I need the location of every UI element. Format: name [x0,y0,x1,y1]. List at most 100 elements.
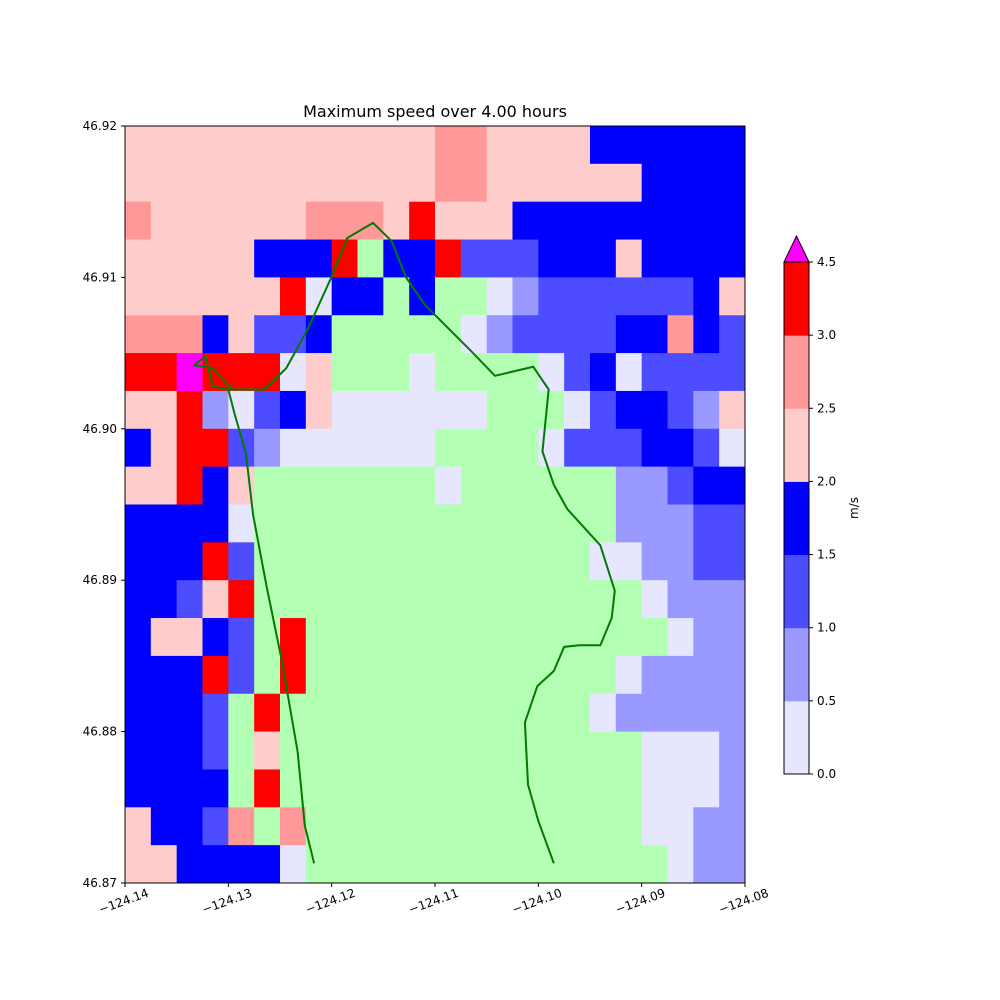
heatmap-cell [615,504,643,543]
heatmap-cell [590,655,617,695]
heatmap-cell [564,201,591,241]
heatmap-cell [564,277,591,316]
heatmap-cell [590,466,617,505]
heatmap-cell [202,428,229,468]
heatmap-cell [228,504,255,543]
heatmap-cell [409,504,436,543]
heatmap-cell [460,428,488,468]
heatmap-cell [331,845,358,884]
heatmap-cell [486,201,513,241]
heatmap-cell [383,126,410,165]
heatmap-cell [125,428,152,468]
heatmap-cell [409,693,436,733]
heatmap-cell [202,277,229,316]
y-tick-label: 46.92 [83,119,117,133]
heatmap-cell [383,428,410,468]
heatmap-cell [512,504,539,543]
heatmap-cell [693,731,720,770]
x-tick-label: −124.08 [717,886,771,917]
heatmap-cell [280,845,307,884]
heatmap-cell [357,807,384,846]
heatmap-cell [125,655,152,695]
heatmap-cell [719,353,746,392]
heatmap-cell [176,390,203,430]
heatmap-cell [150,390,178,430]
heatmap-cell [202,769,229,808]
heatmap-cell [254,693,281,733]
heatmap-cell [512,163,539,203]
heatmap-cell [693,428,720,468]
heatmap-cell [641,845,668,884]
heatmap-cell [460,807,488,846]
heatmap-cell [512,769,539,808]
heatmap-cell [564,618,591,657]
heatmap-cell [383,504,410,543]
heatmap-cell [305,163,333,203]
heatmap-cell [719,126,746,165]
heatmap-cell [435,315,462,354]
heatmap-cell [719,428,746,468]
heatmap-cell [460,277,488,316]
heatmap-cell [383,201,410,241]
heatmap-cell [228,769,255,808]
heatmap-cell [176,655,203,695]
colorbar-extend-max [783,234,810,263]
heatmap-cell [254,239,281,278]
heatmap-cell [460,466,488,505]
colorbar-tick-label: 3.0 [817,328,836,342]
heatmap-cell [564,126,591,165]
heatmap-cell [331,655,358,695]
heatmap-cell [150,466,178,505]
heatmap-cell [280,466,307,505]
heatmap-cell [383,655,410,695]
heatmap-cell [176,466,203,505]
heatmap-cell [228,618,255,657]
heatmap-cell [357,201,384,241]
heatmap-cell [305,731,333,770]
heatmap-cell [228,542,255,581]
heatmap-cell [719,315,746,354]
heatmap-cell [435,618,462,657]
heatmap-cell [641,163,668,203]
heatmap-cell [357,693,384,733]
heatmap-cell [486,126,513,165]
heatmap-cell [254,807,281,846]
heatmap-cell [486,580,513,619]
heatmap-cell [693,201,720,241]
heatmap-cell [615,466,643,505]
heatmap-cell [383,277,410,316]
heatmap-cell [512,466,539,505]
heatmap-cell [641,466,668,505]
heatmap-cell [693,542,720,581]
heatmap-cell [693,353,720,392]
heatmap-cell [615,542,643,581]
heatmap-cell [176,693,203,733]
heatmap-cell [667,353,694,392]
heatmap-cell [176,428,203,468]
heatmap-cell [150,807,178,846]
heatmap-cell [357,239,384,278]
heatmap-cell [538,618,565,657]
heatmap-cell [383,769,410,808]
heatmap-cell [305,504,333,543]
heatmap-cell [202,845,229,884]
heatmap-cell [667,466,694,505]
heatmap-cell [460,731,488,770]
heatmap-cell [486,845,513,884]
heatmap-cell [667,239,694,278]
heatmap-cell [538,466,565,505]
x-tick-label: −124.14 [97,886,151,917]
heatmap-cell [590,201,617,241]
heatmap-cell [202,390,229,430]
heatmap-cell [305,201,333,241]
heatmap-cell [590,239,617,278]
heatmap-cell [305,807,333,846]
heatmap-cell [125,845,152,884]
heatmap-cell [125,580,152,619]
heatmap-cell [409,466,436,505]
heatmap-cell [641,390,668,430]
heatmap-cell [719,655,746,695]
heatmap-cell [719,390,746,430]
heatmap-cell [719,201,746,241]
heatmap-cell [305,542,333,581]
